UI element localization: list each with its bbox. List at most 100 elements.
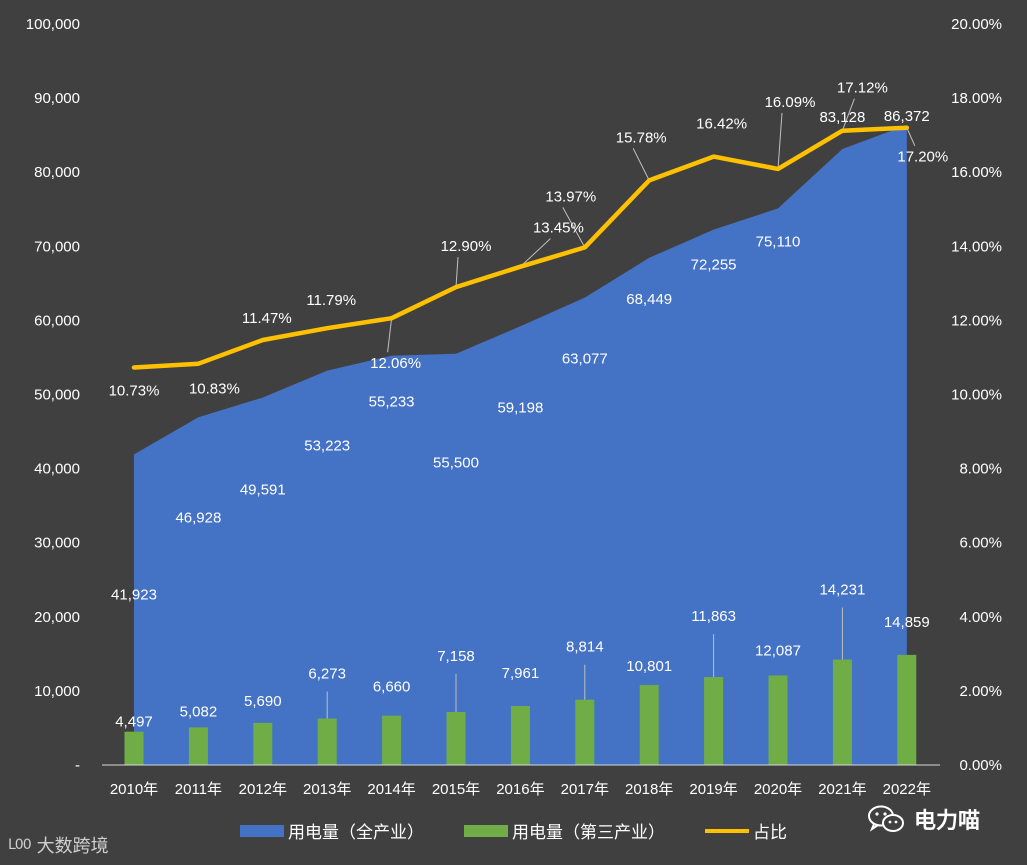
y-axis-right: 0.00% 2.00% 4.00% 6.00% 8.00% 10.00% 12.00% 14.… [951,16,1002,774]
y-left-tick-4: 40,000 [34,461,80,478]
y-right-tick-5: 10.00% [951,387,1002,404]
bar-2010年 [124,731,144,765]
y-right-tick-6: 12.00% [951,312,1002,329]
leader-lines [326,98,916,719]
x-tick-2019年: 2019年 [689,781,737,798]
bar-2011年 [188,727,208,765]
data-label-share-2013年: 11.79% [306,292,356,309]
data-label-total-2017年: 63,077 [562,351,608,368]
bar-2013年 [317,718,337,765]
leader-share-2018年 [632,148,650,181]
data-label-share-2018年: 15.78% [616,129,667,146]
y-right-tick-2: 4.00% [959,609,1002,626]
data-label-share-2021年: 17.12% [837,80,888,97]
legend-item-tertiary: 用电量（第三产业） [464,818,665,843]
y-left-tick-2: 20,000 [34,609,80,626]
y-left-tick-8: 80,000 [34,164,80,181]
data-label-tertiary-2021年: 14,231 [819,582,865,599]
data-label-share-2015年: 12.90% [441,238,492,255]
data-label-tertiary-2015年: 7,158 [437,648,475,665]
data-label-total-2013年: 53,223 [304,438,350,455]
data-label-total-2012年: 49,591 [240,482,286,499]
data-label-total-2021年: 83,128 [819,109,865,126]
y-left-tick-1: 10,000 [34,683,80,700]
data-label-tertiary-2019年: 11,863 [691,608,736,625]
wechat-icon [868,805,904,832]
watermark-logo-icon: L00 [8,837,32,853]
leader-share-2014年 [387,318,393,353]
leader-share-2020年 [777,112,783,169]
data-label-share-2020年: 16.09% [765,94,816,111]
data-label-tertiary-2020年: 12,087 [755,642,801,659]
watermark-left: L00 大数跨境 [8,832,109,858]
x-tick-2016年: 2016年 [496,781,544,798]
data-label-total-2018年: 68,449 [626,291,672,308]
bar-2014年 [382,715,402,765]
bar-2015年 [446,711,466,765]
data-label-tertiary-2016年: 7,961 [502,665,540,682]
x-tick-2020年: 2020年 [754,781,802,798]
legend-item-share: 占比 [705,818,787,843]
y-right-tick-3: 6.00% [959,535,1002,552]
y-axis-left: - 10,000 20,000 30,000 40,000 50,000 60,000 70,… [26,16,80,774]
x-tick-2017年: 2017年 [561,781,609,798]
y-right-tick-7: 14.00% [951,238,1002,255]
y-left-tick-10: 100,000 [26,16,80,33]
data-label-share-2012年: 11.47% [242,310,292,327]
data-label-tertiary-2014年: 6,660 [373,679,411,696]
line-series-share [131,125,910,370]
legend-swatch-share [705,828,749,833]
y-left-tick-5: 50,000 [34,387,80,404]
x-tick-2015年: 2015年 [432,781,480,798]
data-label-share-2016年: 13.45% [533,220,584,237]
legend-label-share: 占比 [753,823,787,843]
legend-label-total: 用电量（全产业） [288,823,424,843]
y-left-tick-7: 70,000 [34,238,80,255]
data-label-total-2015年: 55,500 [433,455,479,472]
bar-2017年 [575,699,595,765]
y-left-tick-3: 30,000 [34,535,80,552]
y-right-tick-10: 20.00% [951,16,1002,33]
leader-share-2015年 [455,257,459,288]
y-right-tick-4: 8.00% [959,461,1002,478]
data-label-total-2016年: 59,198 [497,399,543,416]
data-label-tertiary-2018年: 10,801 [626,658,672,675]
bar-2019年 [704,677,724,765]
y-right-tick-9: 18.00% [951,90,1002,107]
legend-item-total: 用电量（全产业） [240,818,424,843]
legend-swatch-tertiary [464,824,508,837]
bar-2018年 [639,684,659,765]
bar-series-tertiary [124,654,917,765]
x-tick-2013年: 2013年 [303,781,351,798]
data-labels: 41,923 46,928 49,591 53,223 55,233 55,500 59,1… [109,80,949,731]
x-tick-2022年: 2022年 [883,781,931,798]
bar-2021年 [832,659,852,765]
y-right-tick-1: 2.00% [959,683,1002,700]
y-left-tick-0: - [75,757,80,774]
x-tick-2010年: 2010年 [110,781,158,798]
data-label-total-2011年: 46,928 [175,509,221,526]
data-label-share-2022年: 17.20% [897,149,948,166]
x-tick-2014年: 2014年 [367,781,415,798]
watermark-right-text: 电力喵 [914,809,981,834]
y-right-tick-8: 16.00% [951,164,1002,181]
data-label-share-2017年: 13.97% [545,188,596,205]
data-label-total-2010年: 41,923 [111,586,157,603]
data-label-total-2020年: 75,110 [756,233,801,250]
data-label-total-2022年: 86,372 [884,108,930,125]
y-left-tick-6: 60,000 [34,312,80,329]
x-tick-2018年: 2018年 [625,781,673,798]
y-left-tick-9: 90,000 [34,90,80,107]
legend: 用电量（全产业） 用电量（第三产业） 占比 [240,818,827,843]
data-label-tertiary-2017年: 8,814 [566,639,604,656]
area-total [134,125,907,765]
data-label-share-2019年: 16.42% [696,116,747,133]
leader-share-2017年 [562,207,586,248]
watermark-left-text: 大数跨境 [36,836,109,857]
data-label-total-2014年: 55,233 [369,394,415,411]
x-tick-2021年: 2021年 [818,781,866,798]
watermark-right: 电力喵 [866,803,980,835]
area-series-total [134,125,907,765]
data-label-tertiary-2013年: 6,273 [308,666,346,683]
data-label-tertiary-2022年: 14,859 [884,614,930,631]
